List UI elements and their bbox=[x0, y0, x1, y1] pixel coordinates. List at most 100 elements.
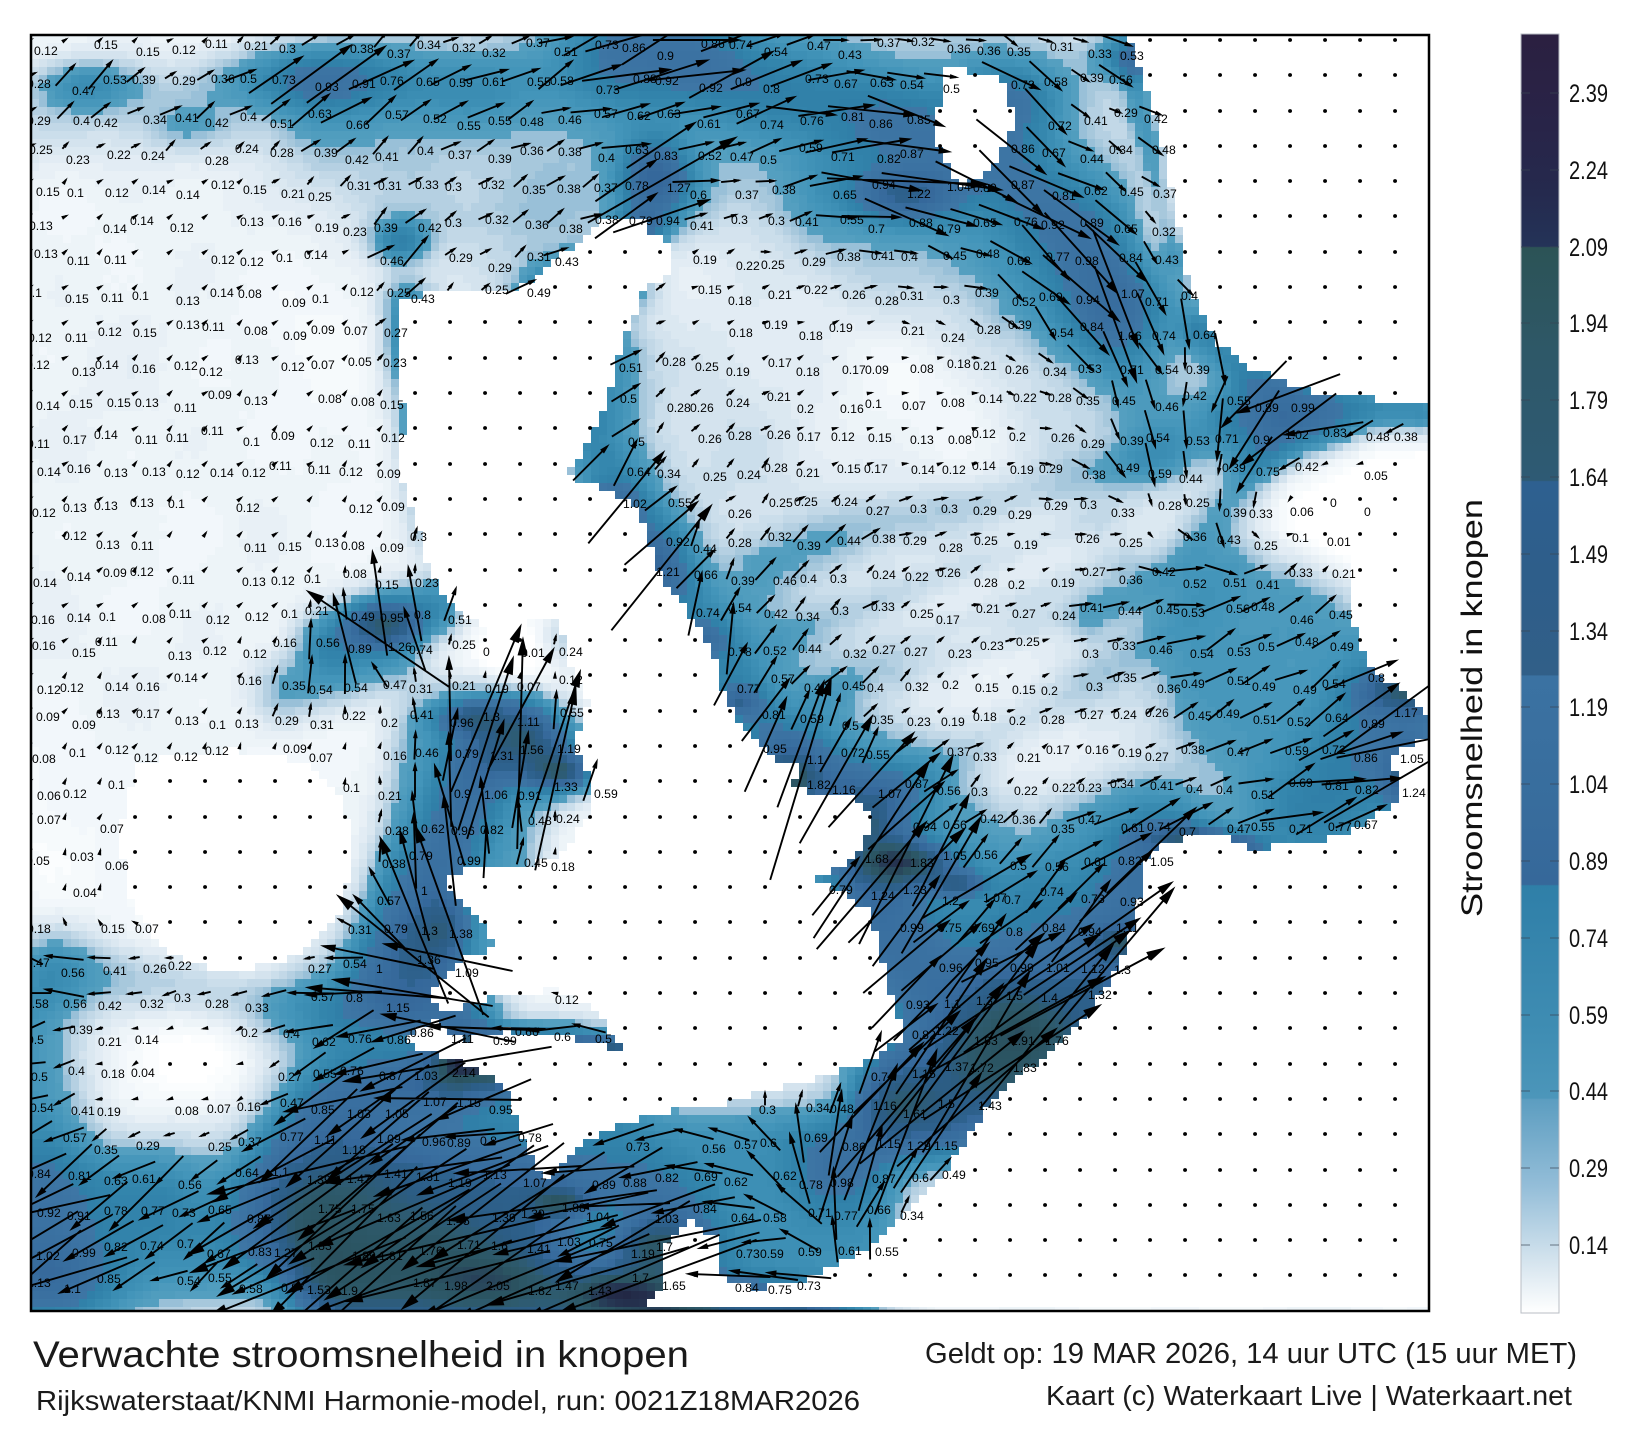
svg-text:0.14: 0.14 bbox=[105, 680, 129, 694]
svg-text:2.05: 2.05 bbox=[486, 1279, 510, 1293]
svg-text:0.28: 0.28 bbox=[662, 355, 686, 369]
svg-text:0.62: 0.62 bbox=[627, 109, 651, 123]
svg-text:0.14: 0.14 bbox=[67, 611, 91, 625]
svg-text:0.24: 0.24 bbox=[141, 149, 165, 163]
svg-text:0.26: 0.26 bbox=[842, 288, 866, 302]
svg-text:0.82: 0.82 bbox=[480, 823, 504, 837]
svg-text:0.16: 0.16 bbox=[237, 1100, 261, 1114]
svg-text:0.76: 0.76 bbox=[1014, 215, 1038, 229]
svg-text:0.29: 0.29 bbox=[1569, 1155, 1608, 1183]
svg-text:0.73: 0.73 bbox=[736, 1247, 760, 1261]
svg-text:1.19: 1.19 bbox=[557, 742, 581, 756]
svg-text:1.56: 1.56 bbox=[520, 743, 544, 757]
svg-text:0.66: 0.66 bbox=[867, 1203, 891, 1217]
svg-text:0.98: 0.98 bbox=[830, 1176, 854, 1190]
svg-text:1.22: 1.22 bbox=[907, 187, 931, 201]
svg-text:0.54: 0.54 bbox=[1322, 677, 1346, 691]
svg-text:0.67: 0.67 bbox=[834, 77, 858, 91]
svg-text:1: 1 bbox=[376, 962, 383, 976]
svg-text:0.36: 0.36 bbox=[1119, 573, 1143, 587]
svg-text:0.37: 0.37 bbox=[877, 36, 901, 50]
svg-text:0.19: 0.19 bbox=[315, 221, 339, 235]
svg-text:0.14: 0.14 bbox=[95, 358, 119, 372]
svg-text:0.32: 0.32 bbox=[485, 213, 509, 227]
svg-text:0.89: 0.89 bbox=[1080, 216, 1104, 230]
svg-text:0.41: 0.41 bbox=[1150, 779, 1174, 793]
svg-text:0.32: 0.32 bbox=[140, 997, 164, 1011]
svg-text:0.5: 0.5 bbox=[628, 435, 645, 449]
svg-text:1.02: 1.02 bbox=[623, 497, 647, 511]
svg-text:0.79: 0.79 bbox=[409, 849, 433, 863]
svg-text:0.25: 0.25 bbox=[208, 1140, 232, 1154]
svg-text:0.75: 0.75 bbox=[768, 1283, 792, 1297]
svg-text:0.15: 0.15 bbox=[136, 45, 160, 59]
svg-text:0.42: 0.42 bbox=[980, 812, 1004, 826]
svg-text:0.12: 0.12 bbox=[245, 610, 269, 624]
svg-text:0.56: 0.56 bbox=[178, 1178, 202, 1192]
svg-text:0.37: 0.37 bbox=[526, 36, 550, 50]
svg-text:0.15: 0.15 bbox=[133, 326, 157, 340]
svg-text:0.89: 0.89 bbox=[592, 1178, 616, 1192]
svg-text:0.38: 0.38 bbox=[559, 222, 583, 236]
svg-text:0.5: 0.5 bbox=[943, 82, 960, 96]
svg-text:0.07: 0.07 bbox=[311, 358, 335, 372]
svg-text:0.29: 0.29 bbox=[802, 255, 826, 269]
svg-text:0.09: 0.09 bbox=[282, 296, 306, 310]
svg-text:0.28: 0.28 bbox=[764, 461, 788, 475]
svg-text:0.4: 0.4 bbox=[283, 1027, 300, 1041]
svg-text:0.19: 0.19 bbox=[764, 318, 788, 332]
svg-text:0.32: 0.32 bbox=[481, 178, 505, 192]
svg-text:1.29: 1.29 bbox=[907, 1139, 931, 1153]
svg-text:0.19: 0.19 bbox=[485, 682, 509, 696]
svg-text:0.99: 0.99 bbox=[493, 1034, 517, 1048]
svg-text:1.56: 1.56 bbox=[410, 1209, 434, 1223]
svg-text:0.15: 0.15 bbox=[1012, 683, 1036, 697]
svg-text:0.25: 0.25 bbox=[910, 607, 934, 621]
svg-text:0.12: 0.12 bbox=[831, 430, 855, 444]
svg-text:0.41: 0.41 bbox=[795, 215, 819, 229]
svg-text:0.36: 0.36 bbox=[977, 44, 1001, 58]
svg-text:0.14: 0.14 bbox=[142, 183, 166, 197]
svg-text:0.12: 0.12 bbox=[559, 673, 583, 687]
svg-text:1.16: 1.16 bbox=[873, 1099, 897, 1113]
svg-text:0.31: 0.31 bbox=[347, 179, 371, 193]
svg-text:0.27: 0.27 bbox=[308, 962, 332, 976]
svg-text:0.01: 0.01 bbox=[521, 646, 545, 660]
svg-text:0.21: 0.21 bbox=[281, 187, 305, 201]
svg-text:0.15: 0.15 bbox=[380, 398, 404, 412]
svg-text:0.21: 0.21 bbox=[901, 324, 925, 338]
svg-text:0.13: 0.13 bbox=[242, 575, 266, 589]
svg-text:0.27: 0.27 bbox=[278, 1070, 302, 1084]
svg-text:0.39: 0.39 bbox=[1080, 71, 1104, 85]
svg-text:0.1: 0.1 bbox=[1292, 531, 1309, 545]
svg-text:1.37: 1.37 bbox=[945, 1060, 969, 1074]
svg-text:0.28: 0.28 bbox=[1041, 713, 1065, 727]
svg-text:0.74: 0.74 bbox=[1152, 329, 1176, 343]
svg-text:0.42: 0.42 bbox=[804, 681, 828, 695]
svg-text:0.52: 0.52 bbox=[423, 112, 447, 126]
svg-text:0.3: 0.3 bbox=[279, 42, 296, 56]
svg-text:0.35: 0.35 bbox=[282, 679, 306, 693]
svg-text:1.43: 1.43 bbox=[588, 1284, 612, 1298]
svg-text:0.56: 0.56 bbox=[1045, 860, 1069, 874]
svg-text:0.79: 0.79 bbox=[829, 883, 853, 897]
svg-text:0.14: 0.14 bbox=[911, 463, 935, 477]
svg-text:0.23: 0.23 bbox=[383, 356, 407, 370]
svg-text:0.14: 0.14 bbox=[33, 576, 57, 590]
svg-text:0.38: 0.38 bbox=[557, 182, 581, 196]
svg-text:0.79: 0.79 bbox=[629, 214, 653, 228]
svg-text:0.3: 0.3 bbox=[971, 785, 988, 799]
svg-text:0.33: 0.33 bbox=[1088, 47, 1112, 61]
svg-text:0.32: 0.32 bbox=[482, 46, 506, 60]
svg-text:0.15: 0.15 bbox=[65, 292, 89, 306]
svg-text:0.09: 0.09 bbox=[283, 742, 307, 756]
svg-text:1.83: 1.83 bbox=[910, 856, 934, 870]
svg-text:0.74: 0.74 bbox=[760, 118, 784, 132]
svg-text:0.24: 0.24 bbox=[556, 812, 580, 826]
svg-text:0.08: 0.08 bbox=[343, 567, 367, 581]
svg-text:0.94: 0.94 bbox=[1076, 293, 1100, 307]
svg-text:0.39: 0.39 bbox=[1186, 363, 1210, 377]
svg-text:0.42: 0.42 bbox=[1152, 565, 1176, 579]
svg-text:0.65: 0.65 bbox=[833, 188, 857, 202]
svg-text:1.15: 1.15 bbox=[457, 1096, 481, 1110]
